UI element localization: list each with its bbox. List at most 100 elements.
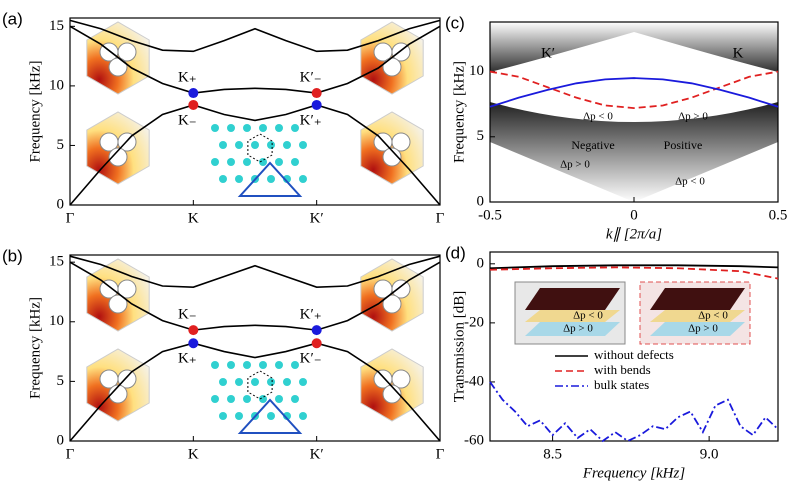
point-label: K′₊ xyxy=(300,112,322,128)
y-tick-label: 15 xyxy=(49,254,64,270)
slab-mid xyxy=(525,310,620,322)
slab-bot xyxy=(650,322,745,336)
lattice-site xyxy=(251,141,259,149)
y-tick-label: 5 xyxy=(57,373,65,389)
panel-label: (d) xyxy=(445,243,466,262)
inset-hole xyxy=(391,369,411,389)
lattice-triangle xyxy=(237,398,303,434)
series-line xyxy=(489,77,779,108)
lattice-site xyxy=(275,361,283,369)
slab-top xyxy=(650,288,745,310)
point-label: K₋ xyxy=(178,112,197,128)
lattice-site xyxy=(219,412,227,420)
x-tick-label: 0 xyxy=(630,207,638,223)
dirac-point xyxy=(188,99,199,110)
y-tick-label: 0 xyxy=(57,196,65,212)
inset-hole xyxy=(117,42,137,62)
lattice-site xyxy=(299,175,307,183)
annotation: Δp < 0 xyxy=(698,310,728,322)
lattice-site xyxy=(283,175,291,183)
panel-label: (c) xyxy=(445,13,465,32)
lattice-site xyxy=(227,395,235,403)
annotation: Δp > 0 xyxy=(560,159,590,171)
y-axis-label: Frequency [kHz] xyxy=(451,61,467,163)
lattice-site xyxy=(259,124,267,132)
y-tick-label: 10 xyxy=(469,63,484,79)
lattice-site xyxy=(299,141,307,149)
inset-hole xyxy=(108,57,128,77)
series-line xyxy=(69,25,441,94)
annotation: Δp > 0 xyxy=(563,323,593,335)
annotation: K xyxy=(733,45,744,61)
y-tick-label: 0 xyxy=(57,432,65,448)
y-tick-label: -40 xyxy=(464,373,484,389)
y-tick-label: 5 xyxy=(477,128,485,144)
lattice-site xyxy=(291,124,299,132)
lattice-site xyxy=(227,158,235,166)
lattice-site xyxy=(283,378,291,386)
panel-label: (b) xyxy=(2,246,23,265)
y-tick-label: 10 xyxy=(49,313,64,329)
lattice-site xyxy=(267,141,275,149)
lattice-site xyxy=(275,395,283,403)
unit-cell xyxy=(247,133,273,163)
point-label: K′₋ xyxy=(300,69,322,85)
lattice-site xyxy=(211,395,219,403)
inset-hole xyxy=(382,384,402,404)
lattice-site xyxy=(291,158,299,166)
lattice-site xyxy=(243,361,251,369)
y-tick-label: 0 xyxy=(477,193,485,209)
lattice-site xyxy=(267,378,275,386)
annotation: Positive xyxy=(664,138,703,152)
lattice-site xyxy=(235,412,243,420)
lattice-site xyxy=(211,361,219,369)
point-label: K₊ xyxy=(178,69,197,85)
inset-hole xyxy=(382,57,402,77)
legend-label: bulk states xyxy=(594,377,649,392)
inset-hole xyxy=(108,384,128,404)
unit-cell xyxy=(247,370,273,400)
decorations xyxy=(86,21,778,434)
lattice-site xyxy=(275,124,283,132)
lattice-site xyxy=(291,395,299,403)
annotation: Δp > 0 xyxy=(688,323,718,335)
slab-top xyxy=(525,288,620,310)
series-line xyxy=(489,264,779,270)
x-tick-label: Γ xyxy=(436,210,445,226)
dirac-point xyxy=(311,88,322,99)
y-axis-label: Frequency [kHz] xyxy=(27,297,43,399)
lattice-site xyxy=(259,158,267,166)
point-label: K₊ xyxy=(178,351,197,367)
annotation: Δp < 0 xyxy=(675,176,705,188)
y-tick-label: 10 xyxy=(49,77,64,93)
lattice-site xyxy=(259,361,267,369)
inset-hole xyxy=(117,279,137,299)
inset-hole xyxy=(108,294,128,314)
series-line xyxy=(69,342,441,442)
inset-hole xyxy=(391,279,411,299)
annotation: Negative xyxy=(571,138,614,152)
lattice-triangle xyxy=(237,161,303,197)
x-tick-label: 0.5 xyxy=(769,207,788,223)
bulk-upper xyxy=(490,22,778,72)
slab-bot xyxy=(525,322,620,336)
lattice-site xyxy=(251,378,259,386)
lattice-site xyxy=(219,175,227,183)
series-line xyxy=(69,255,441,288)
x-axis-label: k∥ [2π/a] xyxy=(606,226,662,242)
x-tick-label: K xyxy=(188,446,199,462)
x-tick-label: Γ xyxy=(66,446,75,462)
lattice-site xyxy=(227,361,235,369)
lattice-site xyxy=(211,158,219,166)
dirac-point xyxy=(188,325,199,336)
x-axis-label: Frequency [kHz] xyxy=(582,465,685,481)
bulk-lower xyxy=(490,102,778,202)
annotation: Δp < 0 xyxy=(583,111,613,123)
slab-mid xyxy=(650,310,745,322)
lattice-site xyxy=(227,124,235,132)
annotation: Δp < 0 xyxy=(573,310,603,322)
lattice-site xyxy=(259,395,267,403)
inset-hole xyxy=(391,132,411,152)
annotation: Δp > 0 xyxy=(678,111,708,123)
